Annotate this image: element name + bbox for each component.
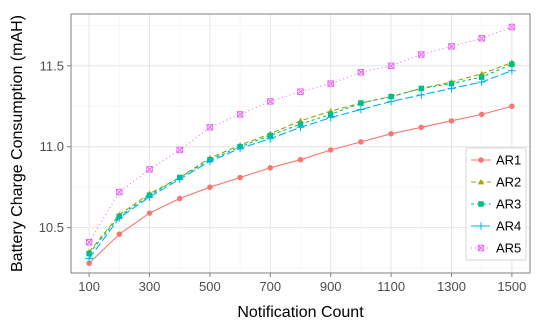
legend-label: AR5 — [496, 241, 521, 256]
data-point — [267, 165, 274, 171]
y-axis-ticks: 10.5 11.0 11.5 — [39, 58, 71, 235]
legend-item-ar4: AR4 — [471, 219, 521, 234]
data-point — [116, 188, 123, 196]
data-point — [448, 80, 455, 87]
data-point — [388, 93, 394, 100]
data-point — [387, 62, 395, 70]
data-point — [477, 178, 485, 185]
data-point — [327, 147, 334, 153]
x-tick-label: 1300 — [437, 279, 466, 294]
x-tick-label: 1100 — [377, 279, 405, 294]
data-point — [478, 201, 484, 207]
legend-label: AR4 — [496, 219, 521, 234]
y-tick-label: 11.5 — [40, 58, 64, 73]
data-point — [418, 85, 425, 92]
data-point — [86, 260, 92, 267]
data-point — [85, 238, 93, 246]
series-ar1 — [86, 103, 515, 267]
data-point — [417, 91, 426, 99]
data-point — [176, 146, 183, 154]
x-tick-label: 100 — [78, 279, 100, 294]
data-point — [115, 214, 124, 222]
data-point — [508, 66, 516, 75]
legend-item-ar2: AR2 — [471, 175, 521, 190]
data-point — [448, 43, 455, 50]
data-point — [85, 254, 93, 263]
legend-item-ar3: AR3 — [471, 197, 521, 212]
data-point — [327, 80, 334, 87]
data-point — [296, 123, 305, 132]
data-point — [357, 105, 365, 114]
series-line — [88, 26, 513, 243]
data-point — [145, 193, 154, 201]
y-tick-label: 10.5 — [39, 220, 64, 235]
data-point — [478, 111, 485, 118]
data-point — [267, 98, 274, 105]
data-point — [447, 84, 456, 93]
data-point — [358, 100, 364, 106]
data-point — [175, 175, 184, 183]
data-point — [509, 61, 515, 67]
data-point — [266, 134, 275, 143]
series-ar5 — [85, 23, 516, 246]
data-point — [358, 139, 364, 145]
data-point — [237, 174, 243, 181]
data-point — [478, 35, 485, 42]
data-point — [357, 69, 365, 76]
legend-label: AR2 — [496, 175, 521, 190]
legend-item-ar5: AR5 — [471, 241, 521, 256]
data-point — [509, 103, 515, 110]
plot-panel-border — [70, 13, 531, 274]
data-point — [418, 51, 425, 58]
y-tick-label: 11.0 — [40, 139, 64, 154]
y-axis-title: Battery Charge Consumption (mAH) — [9, 15, 26, 272]
data-point — [477, 222, 485, 230]
data-point — [478, 157, 484, 163]
data-point — [387, 97, 395, 106]
legend-label: AR3 — [496, 197, 521, 212]
series-ar4 — [85, 66, 516, 263]
data-point — [176, 195, 183, 202]
data-point — [477, 78, 486, 86]
data-point — [146, 210, 153, 216]
data-point — [418, 124, 425, 131]
x-tick-label: 1500 — [497, 279, 526, 294]
data-point — [326, 113, 335, 122]
x-tick-label: 700 — [259, 279, 281, 294]
data-point — [116, 231, 123, 237]
legend: AR1 AR2 AR3 AR4 AR5 — [465, 147, 527, 261]
data-point — [508, 23, 516, 31]
data-point — [297, 156, 304, 163]
legend-box — [465, 147, 527, 261]
legend-label: AR1 — [496, 153, 521, 168]
data-point — [478, 74, 485, 80]
x-tick-label: 900 — [320, 279, 342, 294]
data-point — [236, 111, 244, 118]
data-point — [448, 118, 455, 124]
data-point — [207, 184, 213, 190]
x-tick-label: 300 — [139, 279, 161, 294]
data-point — [146, 166, 153, 173]
series-layer — [85, 23, 516, 267]
data-point — [206, 157, 214, 166]
data-point — [236, 144, 244, 153]
major-grid — [71, 14, 530, 273]
legend-item-ar1: AR1 — [471, 153, 521, 168]
data-point — [206, 124, 214, 131]
x-axis-title: Notification Count — [237, 304, 364, 321]
data-point — [297, 88, 304, 95]
data-point — [388, 131, 394, 137]
data-point — [86, 250, 92, 257]
x-axis-ticks: 100 300 500 700 900 1100 1300 1500 — [78, 273, 526, 294]
data-point — [477, 244, 485, 252]
x-tick-label: 500 — [199, 279, 221, 294]
